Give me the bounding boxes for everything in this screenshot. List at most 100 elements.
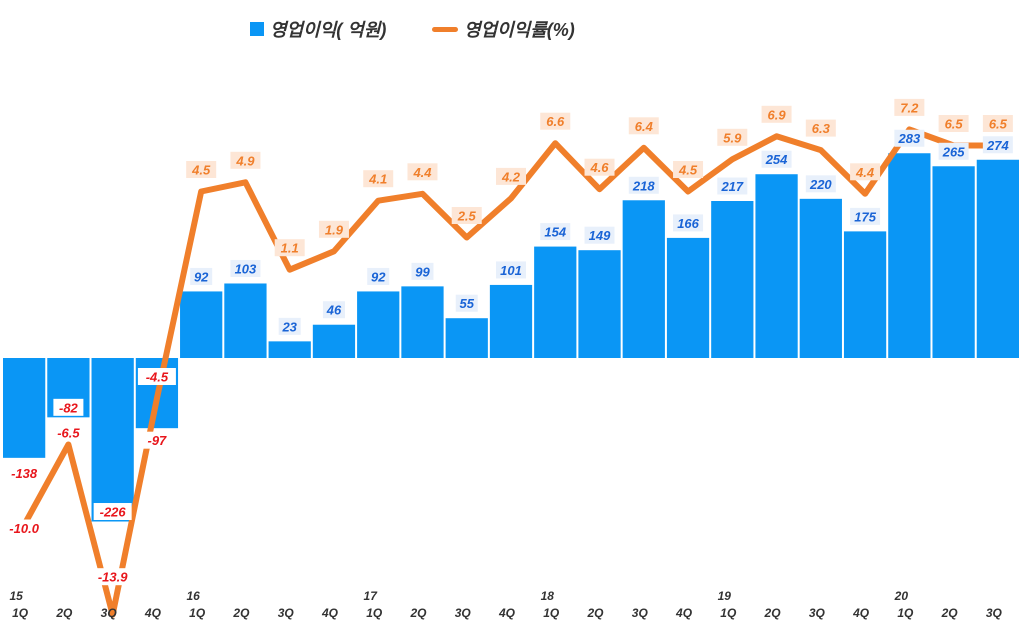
- bar-value-label-bg: [894, 129, 925, 147]
- bar-value-label-bg: [455, 294, 478, 312]
- line-value-label-bg: [137, 368, 176, 385]
- bar-value-label: -97: [148, 433, 168, 448]
- bar-series: [3, 153, 1019, 522]
- line-value-label: -13.9: [98, 570, 128, 585]
- line-value-label: 5.9: [723, 130, 742, 145]
- line-value-label: 4.2: [501, 169, 521, 184]
- line-value-label-bg: [318, 220, 349, 238]
- bar-value-label: 274: [986, 138, 1009, 153]
- legend-swatch-bar: [250, 22, 264, 36]
- x-tick-label: 3Q: [986, 606, 1003, 620]
- x-axis: 15 1Q 2Q 3Q 4Q 16 1Q 2Q 3Q 4Q 17 1Q 2Q 3Q 4Q 18 1Q 2Q 3Q 4Q…: [9, 589, 1002, 620]
- line-value-label-bg: [894, 98, 925, 116]
- x-tick-label: 1Q: [189, 606, 206, 620]
- year-tick-label: 15: [9, 589, 23, 603]
- bar: [711, 201, 754, 358]
- legend-label-line: 영업이익률(%): [464, 20, 575, 40]
- bar-value-label-bg: [278, 317, 301, 335]
- bar-value-label: 166: [677, 216, 699, 231]
- bar: [268, 341, 311, 358]
- x-tick-label: 4Q: [144, 606, 162, 620]
- bar: [622, 200, 665, 358]
- bar-value-label-bg: [673, 214, 704, 232]
- line-value-label: 6.6: [546, 114, 565, 129]
- line-value-label-bg: [186, 161, 217, 178]
- legend-item-line: 영업이익률(%): [432, 14, 575, 44]
- bar-value-label: -138: [11, 466, 38, 481]
- bar-value-label-bg: [322, 301, 345, 319]
- bar-value-label-bg: [190, 267, 213, 285]
- line-value-label-bg: [407, 163, 438, 181]
- bar-value-label-bg: [540, 223, 571, 241]
- bar: [888, 153, 931, 358]
- x-tick-label: 3Q: [632, 606, 649, 620]
- line-value-label-bg: [628, 117, 659, 135]
- line-value-label: 6.5: [989, 117, 1008, 132]
- line-value-label: 6.3: [812, 121, 831, 136]
- line-value-label: 4.1: [368, 172, 387, 187]
- bar-value-label-bg: [93, 503, 132, 521]
- bar: [180, 291, 223, 358]
- line-value-label: 1.1: [281, 241, 299, 256]
- year-tick-label: 20: [894, 589, 909, 603]
- line-value-label-bg: [274, 239, 305, 257]
- bar-value-label: 23: [281, 319, 297, 334]
- bar-value-label: 149: [589, 228, 611, 243]
- bar-value-label: -226: [100, 505, 127, 520]
- bar: [976, 159, 1019, 358]
- bar: [91, 358, 134, 522]
- bar-value-label-bg: [411, 262, 434, 280]
- line-value-label: 4.6: [589, 160, 609, 175]
- bar-value-label: 154: [544, 225, 566, 240]
- line-value-label: 1.9: [325, 222, 344, 237]
- bar: [578, 250, 621, 358]
- bar: [534, 246, 577, 358]
- x-tick-label: 4Q: [498, 606, 516, 620]
- x-tick-label: 4Q: [852, 606, 870, 620]
- line-value-label: 6.4: [635, 119, 654, 134]
- line-value-label-bg: [1, 519, 48, 537]
- line-value-label-bg: [805, 119, 836, 137]
- bar-value-label: 283: [897, 131, 920, 146]
- line-value-label-bg: [982, 115, 1013, 132]
- bar-value-label-bg: [5, 464, 44, 482]
- year-tick-label: 16: [186, 589, 200, 603]
- bar-value-label-bg: [628, 176, 659, 194]
- bar-value-label: 92: [371, 269, 386, 284]
- line-value-label-bg: [673, 161, 704, 178]
- x-tick-label: 1Q: [12, 606, 29, 620]
- line-value-label: -4.5: [146, 370, 169, 385]
- line-value-label-bg: [230, 151, 261, 169]
- year-tick-label: 17: [364, 589, 379, 603]
- bar: [357, 291, 400, 358]
- bar-value-label-bg: [761, 150, 792, 168]
- line-value-label: 6.5: [945, 117, 964, 132]
- bar: [445, 318, 488, 358]
- line-value-label-bg: [363, 170, 394, 188]
- line-value-label: 6.9: [768, 107, 787, 122]
- bar: [932, 166, 975, 358]
- line-value-label-bg: [717, 128, 748, 146]
- bar-value-label: 46: [326, 303, 342, 318]
- bar-value-label: 218: [632, 178, 655, 193]
- line-value-label-bg: [89, 568, 136, 586]
- bar-value-label-bg: [367, 267, 390, 285]
- bar-value-label-bg: [982, 136, 1013, 154]
- line-value-label-bg: [850, 163, 881, 181]
- x-tick-label: 2Q: [764, 606, 782, 620]
- x-tick-label: 2Q: [409, 606, 427, 620]
- line-value-label: 4.4: [855, 165, 875, 180]
- x-tick-label: 3Q: [278, 606, 295, 620]
- year-tick-label: 18: [541, 589, 555, 603]
- line-value-label-bg: [451, 207, 482, 224]
- bar-value-label: 99: [415, 264, 430, 279]
- legend-label-bar: 영업이익( 억원): [270, 20, 387, 40]
- bar-value-label-bg: [141, 431, 172, 449]
- bar-value-label: 217: [720, 179, 743, 194]
- line-value-label-bg: [938, 115, 969, 132]
- bar-value-label-bg: [496, 261, 526, 279]
- bar-value-label: -82: [59, 400, 79, 415]
- bar: [489, 284, 533, 358]
